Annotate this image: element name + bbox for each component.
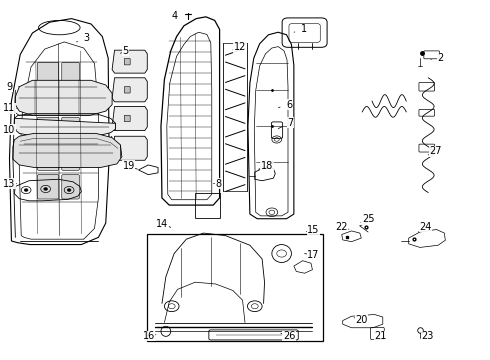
Text: 9: 9 <box>6 82 19 92</box>
Text: 12: 12 <box>233 42 246 52</box>
Circle shape <box>24 189 28 192</box>
Text: 21: 21 <box>374 331 387 341</box>
Polygon shape <box>14 118 116 136</box>
FancyBboxPatch shape <box>124 58 130 65</box>
Polygon shape <box>15 80 112 116</box>
FancyBboxPatch shape <box>124 87 130 93</box>
Polygon shape <box>112 107 147 131</box>
Text: 1: 1 <box>294 24 307 35</box>
FancyBboxPatch shape <box>62 117 79 141</box>
Text: 3: 3 <box>76 33 89 43</box>
Text: 25: 25 <box>361 215 374 224</box>
Text: 22: 22 <box>336 222 349 231</box>
Polygon shape <box>112 50 147 73</box>
FancyBboxPatch shape <box>124 115 130 122</box>
Text: 11: 11 <box>3 103 17 113</box>
Text: 17: 17 <box>305 250 319 260</box>
Text: 18: 18 <box>259 161 273 171</box>
Text: 20: 20 <box>354 315 368 325</box>
Polygon shape <box>112 136 147 160</box>
Text: 26: 26 <box>281 331 295 341</box>
FancyBboxPatch shape <box>62 89 79 113</box>
FancyBboxPatch shape <box>37 62 59 84</box>
Circle shape <box>44 188 48 190</box>
Polygon shape <box>112 78 147 102</box>
Text: 8: 8 <box>214 179 221 189</box>
Text: 13: 13 <box>3 179 17 189</box>
Text: 14: 14 <box>156 219 171 229</box>
Text: 10: 10 <box>3 125 17 135</box>
FancyBboxPatch shape <box>62 175 79 199</box>
FancyBboxPatch shape <box>37 89 59 113</box>
Text: 7: 7 <box>278 118 294 129</box>
FancyBboxPatch shape <box>37 146 59 170</box>
FancyBboxPatch shape <box>37 175 59 199</box>
Text: 27: 27 <box>428 146 442 156</box>
Text: 19: 19 <box>122 161 138 171</box>
Text: 6: 6 <box>278 100 292 110</box>
Text: 5: 5 <box>121 46 128 56</box>
FancyBboxPatch shape <box>37 117 59 141</box>
Text: 2: 2 <box>431 53 443 63</box>
Text: 4: 4 <box>171 11 177 21</box>
Text: 15: 15 <box>306 225 319 235</box>
FancyBboxPatch shape <box>62 62 79 84</box>
Bar <box>147 234 323 341</box>
Text: 24: 24 <box>418 222 432 232</box>
Text: 23: 23 <box>421 331 434 341</box>
Text: 16: 16 <box>143 331 156 341</box>
FancyBboxPatch shape <box>62 146 79 170</box>
Circle shape <box>67 189 71 192</box>
Polygon shape <box>13 134 122 167</box>
